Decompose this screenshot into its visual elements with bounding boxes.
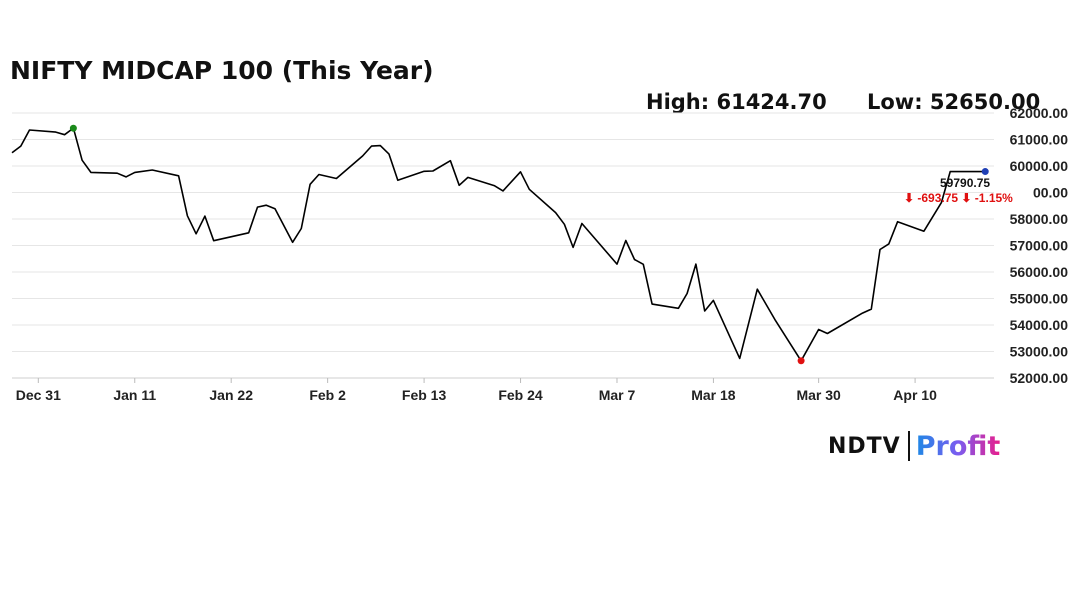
y-tick-label: 55000.00 [1010,291,1069,307]
y-tick-label: 58000.00 [1010,211,1069,227]
y-tick-label: 54000.00 [1010,317,1069,333]
high-value: High: 61424.70 [646,90,827,114]
x-tick-label: Dec 31 [16,387,61,403]
last-marker [981,168,989,176]
x-tick-label: Mar 30 [796,387,841,403]
chart-title: NIFTY MIDCAP 100 (This Year) [10,56,434,85]
x-tick-label: Apr 10 [893,387,937,403]
x-tick-label: Jan 11 [113,387,156,403]
x-tick-label: Feb 13 [402,387,447,403]
y-tick-label: 53000.00 [1010,344,1069,360]
y-axis: 52000.00 53000.00 54000.00 55000.00 56000.00… [1010,105,1069,386]
high-marker [69,124,77,132]
y-tick-label: 57000.00 [1010,238,1069,254]
change-label: ⬇ -693.75 ⬇ -1.15% [904,191,1013,205]
gridlines [12,112,994,379]
low-value: Low: 52650.00 [867,90,1041,114]
last-value-label: 59790.75 [940,176,990,190]
x-tick-label: Mar 7 [599,387,636,403]
low-marker [797,357,805,365]
price-line [11,127,986,362]
logo-divider [907,431,910,461]
x-tick-label: Feb 24 [498,387,543,403]
y-tick-label: 61000.00 [1010,132,1069,148]
x-tick-label: Jan 22 [209,387,253,403]
y-tick-label: 60000.00 [1010,158,1069,174]
y-tick-label: 56000.00 [1010,264,1069,280]
logo-ndtv: NDTV [828,433,901,459]
x-tick-label: Mar 18 [691,387,736,403]
x-axis: Dec 31 Jan 11 Jan 22 Feb 2 Feb 13 Feb 24 Mar 7… [16,378,937,403]
y-tick-label: 00.00 [1033,185,1068,201]
y-tick-label: 52000.00 [1010,370,1069,386]
x-tick-label: Feb 2 [309,387,346,403]
logo-profit: Profit [915,430,1001,462]
ndtv-profit-logo: NDTV Profit [828,428,1000,464]
y-tick-label: 62000.00 [1010,105,1069,121]
